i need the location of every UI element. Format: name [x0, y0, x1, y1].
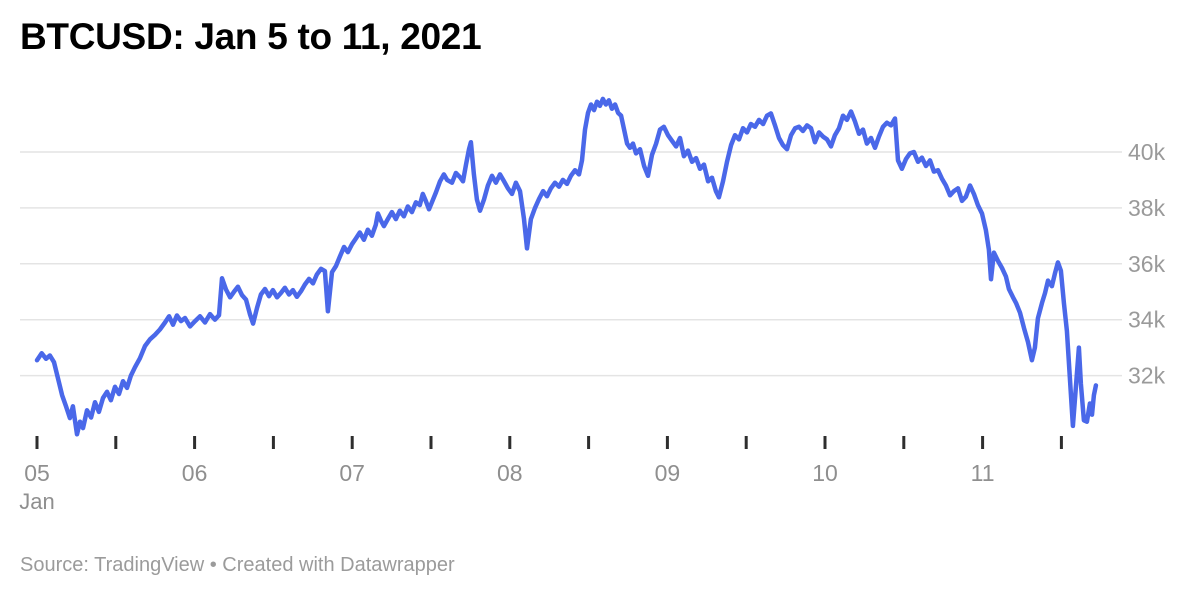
x-axis-tick [902, 436, 906, 449]
x-axis-month-label: Jan [19, 489, 54, 514]
x-axis-tick [350, 436, 354, 449]
x-axis-tick [744, 436, 748, 449]
x-axis-tick [271, 436, 275, 449]
x-axis-tick [193, 436, 197, 449]
chart-title: BTCUSD: Jan 5 to 11, 2021 [20, 16, 482, 57]
x-axis-label: 11 [971, 460, 995, 486]
y-axis-label: 36k [1128, 251, 1166, 277]
x-axis-label: 10 [812, 460, 838, 486]
x-axis-tick [508, 436, 512, 449]
x-axis-tick [587, 436, 591, 449]
source-note: Source: TradingView • Created with Dataw… [20, 554, 455, 576]
x-axis-label: 09 [655, 460, 681, 486]
x-axis-tick [1059, 436, 1063, 449]
y-axis-label: 34k [1128, 307, 1166, 333]
x-axis-tick [981, 436, 985, 449]
x-axis-tick [114, 436, 118, 449]
x-axis-label: 05 [24, 460, 50, 486]
x-axis-tick [35, 436, 39, 449]
y-axis-label: 32k [1128, 363, 1166, 389]
price-line [34, 96, 1099, 437]
x-axis-label: 06 [182, 460, 208, 486]
x-axis-tick [823, 436, 827, 449]
x-axis-tick [665, 436, 669, 449]
x-axis-tick [429, 436, 433, 449]
x-axis-label: 08 [497, 460, 523, 486]
x-axis-label: 07 [339, 460, 365, 486]
y-axis-label: 40k [1128, 139, 1166, 165]
y-axis-label: 38k [1128, 195, 1166, 221]
